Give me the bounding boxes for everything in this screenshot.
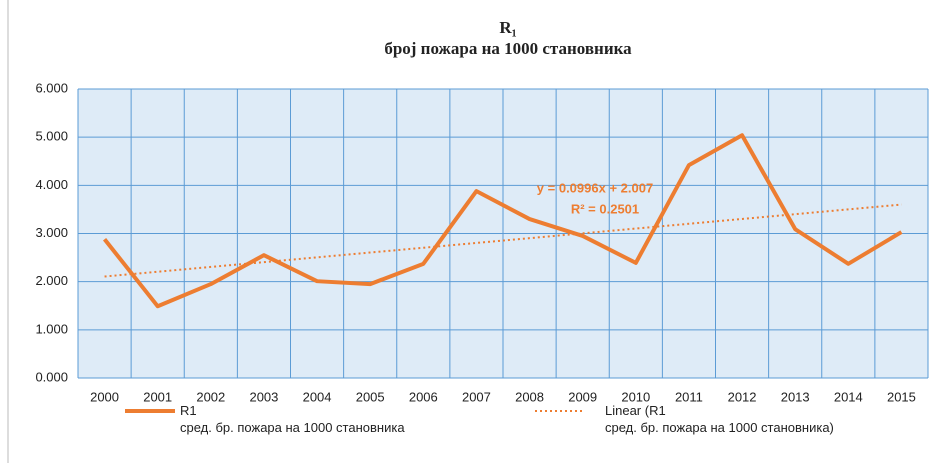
x-tick-label: 2000 (90, 389, 119, 404)
chart-title: R₁ (499, 18, 516, 37)
trend-line (104, 203, 902, 278)
x-tick-label: 2011 (675, 389, 703, 404)
y-tick-label: 1.000 (35, 321, 68, 336)
chart-subtitle: број пожара на 1000 становника (384, 39, 632, 58)
y-tick-label: 4.000 (35, 177, 68, 192)
trend-equation: y = 0.0996x + 2.007 (537, 180, 653, 195)
x-tick-label: 2005 (356, 389, 385, 404)
x-tick-label: 2006 (409, 389, 438, 404)
x-tick-label: 2008 (515, 389, 544, 404)
x-tick-label: 2013 (781, 389, 810, 404)
x-tick-label: 2015 (887, 389, 916, 404)
data-line (102, 133, 903, 309)
x-tick-label: 2002 (196, 389, 225, 404)
x-tick-label: 2010 (621, 389, 650, 404)
x-tick-label: 2012 (728, 389, 757, 404)
y-tick-label: 0.000 (35, 369, 68, 384)
y-tick-label: 5.000 (35, 129, 68, 144)
trend-equation: R² = 0.2501 (571, 201, 639, 216)
x-tick-label: 2007 (462, 389, 491, 404)
x-tick-label: 2003 (249, 389, 278, 404)
x-tick-label: 2009 (568, 389, 597, 404)
x-tick-label: 2001 (143, 389, 172, 404)
x-tick-label: 2014 (834, 389, 863, 404)
x-tick-label: 2004 (303, 389, 332, 404)
legend-entry: R1 сред. бр. пожара на 1000 становника (180, 403, 405, 435)
y-tick-label: 3.000 (35, 225, 68, 240)
legend-entry: Linear (R1 сред. бр. пожара на 1000 стан… (605, 403, 834, 435)
y-tick-label: 2.000 (35, 273, 68, 288)
y-tick-label: 6.000 (35, 80, 68, 95)
